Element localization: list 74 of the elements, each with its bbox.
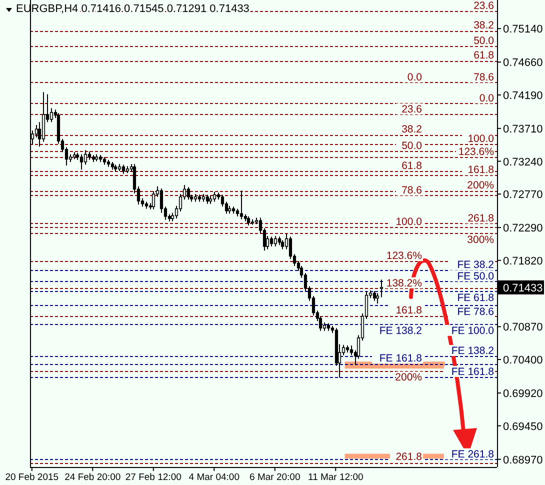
annotation: 50.0 [402, 140, 422, 152]
annotation: 78.6 [402, 184, 422, 196]
y-tick-label: 0.70870 [503, 322, 543, 334]
candlestick [206, 194, 210, 204]
candlestick [350, 345, 354, 356]
annotation: 23.6 [402, 103, 422, 116]
x-tick-label: 4 Mar 04:00 [188, 472, 240, 483]
candlestick [288, 236, 292, 260]
annotation: 50.0 [474, 35, 494, 48]
annotation: FE 138.2 [451, 345, 494, 358]
candlestick [50, 108, 54, 123]
y-tick-label: 0.70400 [503, 354, 543, 366]
y-tick-label: 0.69920 [503, 388, 543, 400]
candlestick [160, 188, 164, 214]
candlestick [274, 235, 278, 247]
annotation: FE 161.8 [379, 352, 422, 365]
annotation: 161.8 [468, 164, 494, 176]
y-tick-label: 0.71433 [503, 282, 543, 294]
x-tick-label: 20 Feb 2015 [5, 472, 59, 483]
annotation: FE 78.6 [457, 306, 494, 318]
annotation: FE 100.0 [451, 324, 494, 337]
x-tick-label: 27 Feb 12:00 [125, 472, 182, 483]
candlestick [240, 190, 244, 220]
annotation: FE 261.8 [451, 448, 494, 460]
candlestick [246, 216, 250, 226]
candlestick [34, 124, 38, 138]
annotation: 123.6% [386, 250, 422, 262]
y-tick-label: 0.73710 [503, 123, 543, 136]
candlestick [186, 186, 190, 200]
candlestick [280, 240, 284, 250]
y-tick-label: 0.73240 [503, 156, 543, 168]
annotation: 78.6 [474, 71, 494, 84]
candlestick [376, 292, 380, 304]
y-tick-label: 0.74190 [503, 90, 543, 102]
annotation: 0.0 [407, 71, 422, 84]
annotation: 138.2% [386, 277, 422, 290]
y-tick-label: 0.71820 [503, 255, 543, 268]
annotation: 100.0 [468, 132, 494, 145]
annotation: 261.8 [468, 212, 494, 224]
y-tick-label: 0.72290 [503, 222, 543, 235]
candlestick [80, 154, 84, 170]
candlestick [122, 164, 126, 174]
annotation: FE 161.8 [451, 366, 494, 378]
annotation: 300% [467, 234, 494, 246]
annotation: 261.8 [396, 451, 422, 464]
annotation: 61.8 [402, 160, 422, 172]
annotation: FE 61.8 [457, 292, 494, 304]
annotation: 38.2 [474, 20, 494, 32]
annotation: 38.2 [402, 124, 422, 136]
x-tick-label: 11 Mar 12:00 [308, 472, 364, 483]
y-tick-label: 0.68970 [503, 454, 543, 466]
candlestick [152, 190, 156, 210]
candlestick [270, 236, 274, 247]
candlestick [212, 191, 216, 202]
annotation: 200% [467, 180, 494, 192]
annotation: 200% [395, 372, 422, 384]
annotation: 23.6 [474, 0, 494, 12]
annotation: FE 138.2 [379, 324, 422, 337]
annotation: 0.0 [479, 92, 494, 104]
annotation: FE 38.2 [457, 259, 494, 272]
x-tick-label: 6 Mar 20:00 [250, 472, 300, 483]
candlestick [220, 194, 224, 208]
x-tick-label: 24 Feb 20:00 [64, 472, 121, 483]
candlestick [84, 150, 88, 166]
annotation: FE 50.0 [457, 270, 494, 282]
y-tick-label: 0.74660 [503, 57, 543, 70]
candlestick [372, 290, 376, 302]
y-tick-label: 0.72770 [503, 189, 543, 202]
y-tick-label: 0.75140 [503, 24, 543, 36]
y-tick-label: 0.69450 [503, 420, 543, 433]
annotation: 61.8 [474, 50, 494, 62]
annotation: 123.6% [458, 146, 494, 158]
annotation: 161.8 [396, 304, 422, 317]
annotation: 100.0 [396, 216, 422, 228]
